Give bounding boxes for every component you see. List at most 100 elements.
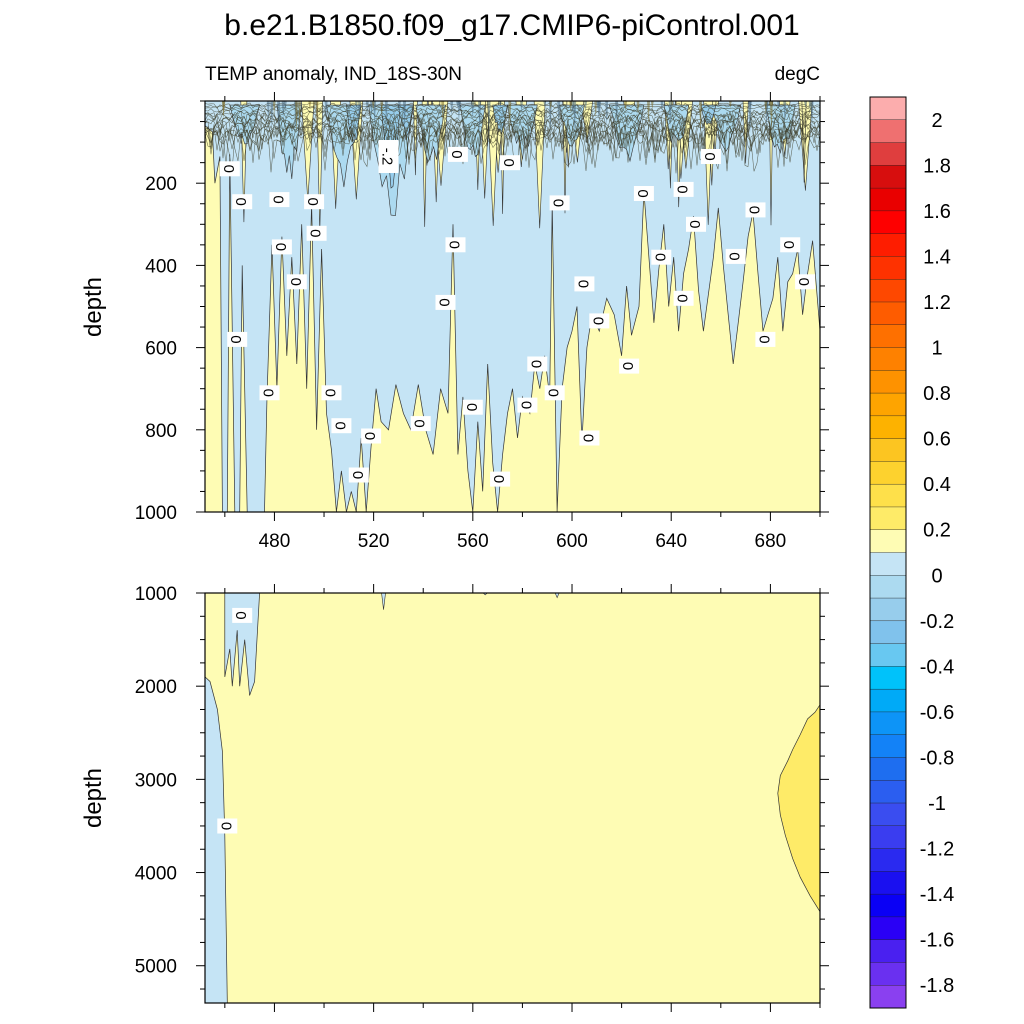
lower-ytick-label: 5000 — [135, 957, 177, 978]
colorbar-swatch — [869, 871, 907, 895]
upper-contour-label-text: 0 — [746, 206, 763, 214]
lower-positive-lobe — [777, 704, 820, 913]
upper-contour-label-text: 0 — [272, 243, 289, 251]
colorbar-swatch — [869, 461, 907, 485]
upper-contour-label-text: 0 — [227, 335, 244, 343]
upper-contour-label-box — [633, 186, 654, 201]
upper-surface-streak — [457, 101, 461, 123]
upper-surface-contour — [205, 127, 820, 170]
upper-surface-streak — [668, 101, 672, 127]
upper-contour-label-text: 0 — [701, 152, 718, 160]
upper-surface-streak — [324, 101, 328, 121]
upper-xtick-label: 600 — [556, 531, 588, 552]
colorbar-swatch — [869, 438, 907, 462]
upper-surface-streak — [803, 101, 807, 108]
upper-contour-label-box — [619, 358, 640, 374]
upper-surface-streak — [450, 101, 454, 116]
upper-surface-contour — [205, 121, 820, 154]
upper-contour-label: 0 — [633, 186, 654, 201]
colorbar-swatch — [869, 233, 907, 257]
upper-positive-spike — [798, 101, 813, 191]
upper-surface-streak — [543, 101, 547, 108]
upper-surface-streak — [808, 101, 812, 112]
upper-surface-streak — [598, 101, 602, 116]
upper-contour-label: 0 — [348, 467, 369, 483]
upper-contour-label-box — [651, 249, 672, 265]
upper-surface-streak — [478, 101, 482, 135]
upper-surface-streak — [769, 101, 773, 134]
upper-contour-label-box — [445, 237, 466, 253]
upper-surface-streak — [370, 101, 373, 118]
upper-contour-label-box — [795, 274, 816, 290]
upper-surface-streak — [508, 101, 512, 131]
lower-ytick-label: 3000 — [135, 770, 177, 791]
colorbar: 2 1.8 1.6 1.4 1.2 1 0.8 0.6 0.4 0.2 0 -0.2 -0.4 -0.6 -… — [869, 96, 954, 1024]
upper-surface-streak — [358, 101, 361, 122]
upper-contour-label-box — [219, 161, 240, 177]
upper-surface-contour — [205, 107, 820, 122]
colorbar-swatch — [869, 711, 907, 736]
colorbar-swatch — [869, 415, 907, 440]
upper-surface-streak — [777, 101, 780, 110]
upper-surface-streak — [272, 101, 276, 115]
upper-contour-label-text: 0 — [331, 422, 348, 430]
upper-contour-label-text: 0 — [527, 360, 544, 368]
upper-surface-streak — [699, 101, 702, 133]
lower-contour-label-box — [217, 818, 238, 834]
lower-negative-column — [205, 593, 228, 1003]
upper-contour-label: 0 — [232, 194, 253, 210]
upper-contour-label-text: -.2 — [379, 148, 396, 166]
upper-xtick-label: 480 — [259, 531, 291, 552]
upper-surface-streak — [569, 101, 573, 113]
colorbar-swatch — [869, 256, 907, 280]
upper-contour-label: 0 — [321, 385, 342, 401]
lower-axes: 1000 2000 3000 4000 5000 — [135, 584, 829, 1012]
colorbar-tick-label: 0.6 — [923, 429, 951, 451]
upper-contour-label-box — [725, 248, 746, 264]
lower-contour-label: 0 — [232, 607, 253, 623]
upper-surface-contour — [205, 129, 820, 174]
upper-contour-label-box — [286, 274, 307, 290]
colorbar-tick-label: 1 — [931, 338, 942, 360]
lower-ylabel: depth — [80, 768, 107, 828]
upper-contour-label-text: 0 — [550, 199, 567, 207]
upper-contour-label-text: 0 — [651, 253, 668, 261]
colorbar-swatch — [869, 392, 907, 417]
lower-contour-labels: 00 — [217, 607, 253, 834]
upper-contour-label: 0 — [462, 399, 483, 415]
upper-contour-label-box — [227, 331, 248, 347]
colorbar-tick-label: -1.6 — [920, 930, 954, 952]
upper-contour-label-box — [574, 276, 595, 292]
upper-contour-label: 0 — [227, 331, 248, 347]
upper-surface-streak — [222, 101, 226, 115]
upper-contour-label: 0 — [549, 195, 570, 211]
upper-contour-label-text: 0 — [589, 317, 606, 325]
upper-contour-label: 0 — [445, 237, 466, 253]
upper-surface-streak — [624, 101, 628, 112]
upper-contour-label-box — [527, 356, 548, 372]
upper-contour-label: 0 — [219, 161, 240, 177]
upper-surface-streak — [455, 101, 459, 108]
lower-fill-layer — [205, 593, 820, 1003]
lower-ytick-label: 2000 — [135, 677, 177, 698]
upper-surface-streak — [403, 101, 406, 131]
upper-surface-contour — [205, 115, 820, 140]
upper-contour-label-box — [589, 313, 610, 329]
upper-contour-label-text: 0 — [260, 389, 277, 397]
upper-contour-label-box — [306, 225, 327, 241]
upper-contour-label: 0 — [527, 356, 548, 372]
upper-surface-streak — [605, 101, 609, 126]
upper-contour-label-box — [435, 294, 456, 310]
upper-surface-streak — [636, 101, 640, 115]
upper-contour-label-text: 0 — [304, 198, 321, 206]
upper-contour-labels: 0 0 0 0 0 0 0 0 0 0 0 -.2 0 0 0 0 0 0 0 0 0 0 0 0 0 0 0 0 0 0 0 0 0 0 0 0 0 0… — [219, 140, 816, 487]
upper-surface-contour — [205, 113, 820, 135]
upper-contour-label-text: 0 — [220, 165, 237, 173]
upper-surface-streak — [660, 101, 664, 112]
colorbar-swatch — [869, 142, 907, 166]
upper-surface-streak — [441, 101, 445, 126]
upper-contour-label-text: 0 — [463, 403, 480, 411]
lower-background — [205, 593, 820, 1003]
upper-surface-streak — [380, 101, 384, 116]
